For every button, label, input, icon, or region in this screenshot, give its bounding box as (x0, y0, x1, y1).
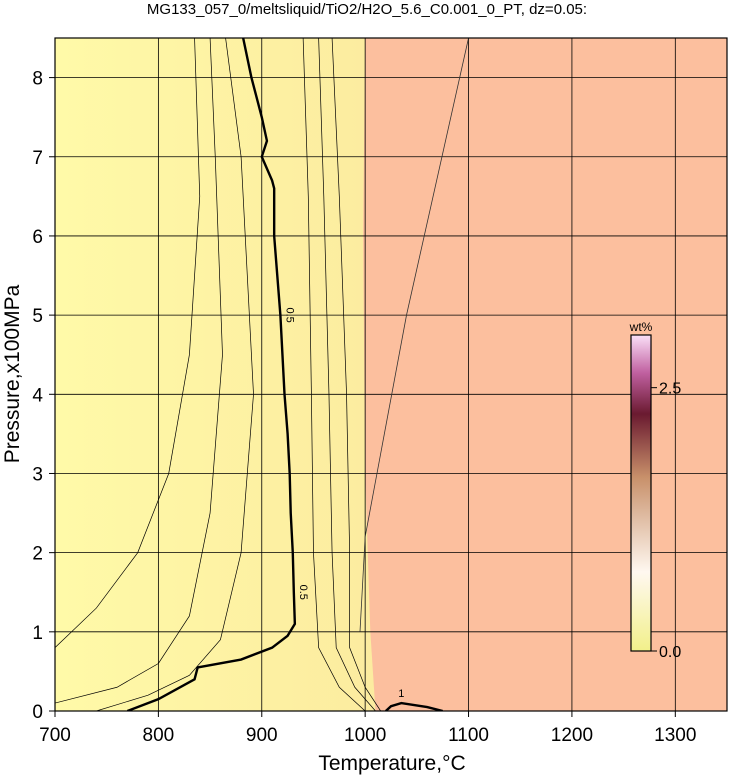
y-tick-label: 4 (32, 385, 43, 406)
contour (318, 38, 376, 711)
subsolidus-field (363, 38, 727, 711)
colorbar (630, 334, 652, 652)
y-tick-label: 3 (32, 464, 43, 485)
y-tick-label: 2 (32, 544, 43, 565)
y-tick-label: 6 (32, 227, 43, 248)
x-tick-label: 700 (39, 725, 71, 746)
x-tick-label: 900 (246, 725, 278, 746)
contour (302, 38, 366, 711)
x-axis-label: Temperature,°C (318, 752, 465, 775)
x-tick-label: 1200 (551, 725, 593, 746)
contour (96, 38, 254, 711)
contour-label: 0.5 (297, 585, 309, 600)
y-tick-label: 7 (32, 148, 43, 169)
x-tick-label: 1100 (448, 725, 489, 746)
contour-label: 1 (398, 688, 404, 700)
plot-frame (54, 37, 728, 712)
plot-area: 0.5 0.5 1 (55, 38, 727, 711)
y-axis-label: Pressure,x100MPa (1, 284, 24, 463)
colorbar-tick-label: 0.0 (659, 644, 681, 661)
x-tick-label: 1300 (654, 725, 696, 746)
field-boundary (359, 38, 469, 632)
chart-title: MG133_057_0/meltsliquid/TiO2/H2O_5.6_C0.… (147, 1, 587, 18)
contour (55, 38, 201, 648)
y-tick-label: 5 (32, 306, 43, 327)
y-tick-label: 0 (32, 702, 43, 723)
colorbar-label: wt% (629, 320, 653, 334)
y-tick-label: 8 (32, 69, 43, 90)
y-tick-label: 1 (32, 623, 43, 644)
x-tick-label: 800 (143, 725, 175, 746)
contour-bold (385, 701, 443, 711)
contour-bold (126, 38, 297, 711)
contour (331, 38, 381, 711)
x-tick-label: 1000 (344, 725, 386, 746)
colorbar-tick-label: 2.5 (659, 381, 681, 398)
overlay: 700 800 900 1000 1100 1200 1300 0 1 2 3 4 5 6 7 8 wt% 0.0… (32, 37, 728, 746)
contour-label: 0.5 (283, 307, 295, 322)
contour (55, 38, 223, 704)
